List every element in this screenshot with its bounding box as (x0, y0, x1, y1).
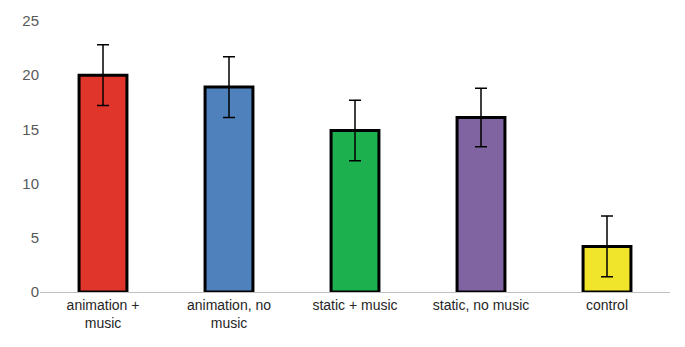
svg-text:0: 0 (31, 283, 39, 300)
svg-text:static + music: static + music (312, 297, 397, 313)
svg-text:20: 20 (22, 66, 39, 83)
svg-text:10: 10 (22, 175, 39, 192)
svg-text:15: 15 (22, 121, 39, 138)
svg-text:5: 5 (31, 229, 39, 246)
svg-text:animation, nomusic: animation, nomusic (187, 297, 271, 331)
svg-text:animation +music: animation +music (67, 297, 140, 331)
svg-text:25: 25 (22, 12, 39, 29)
svg-text:static, no music: static, no music (433, 297, 529, 313)
svg-text:control: control (586, 297, 628, 313)
